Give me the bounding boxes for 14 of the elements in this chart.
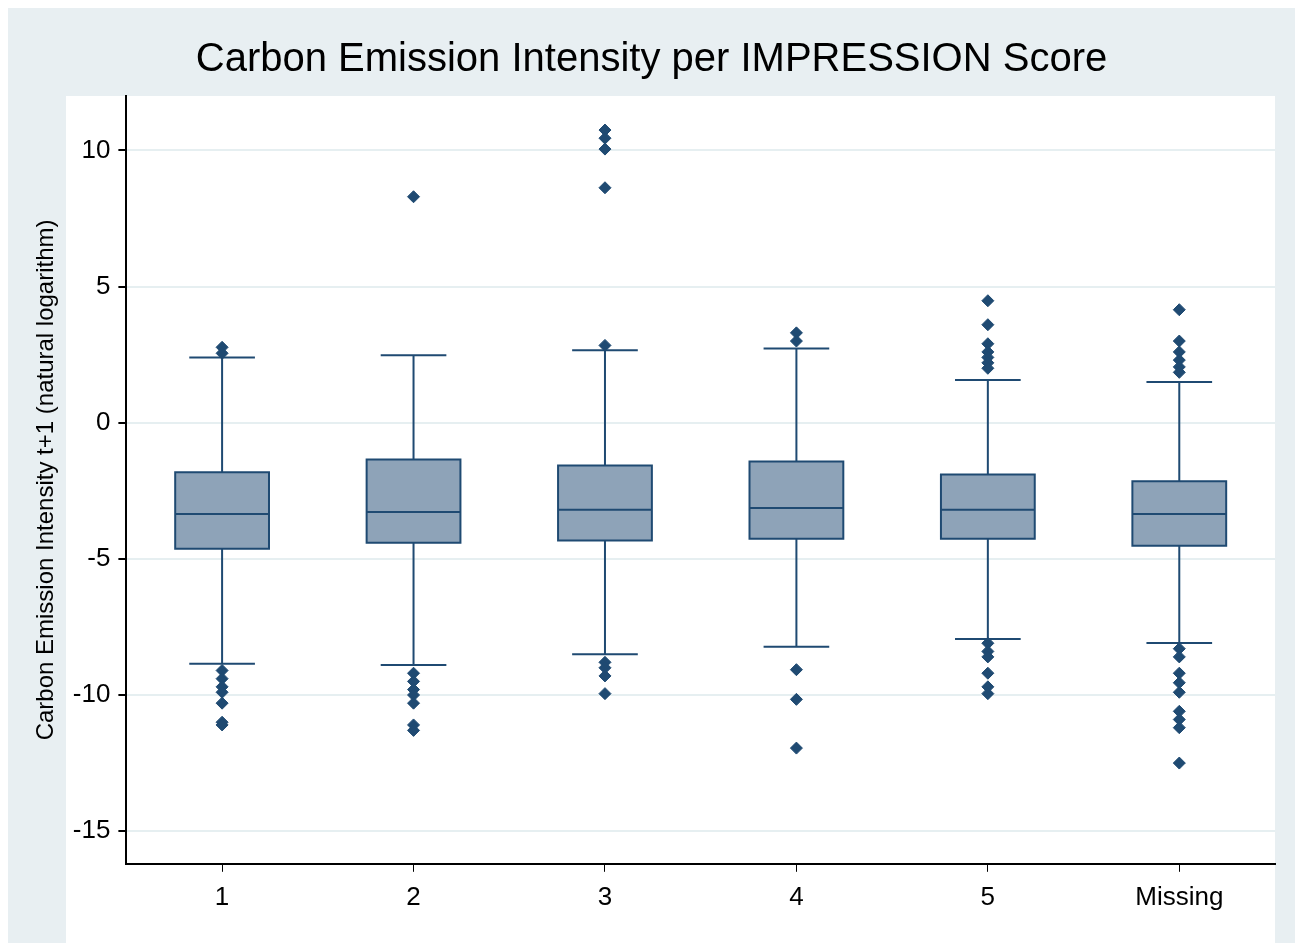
x-tick-label: 2 xyxy=(406,880,421,911)
x-tick-label: 5 xyxy=(980,880,996,911)
y-axis-title: Carbon Emission Intensity t+1 (natural logarithm) xyxy=(31,219,59,741)
chart-title: Carbon Emission Intensity per IMPRESSION Score xyxy=(195,35,1108,80)
y-tick-label: -15 xyxy=(72,814,111,845)
x-tick-label: Missing xyxy=(1135,880,1224,911)
x-tick-label: 1 xyxy=(214,880,230,911)
y-tick-label: 5 xyxy=(95,269,111,300)
x-tick-label: 4 xyxy=(789,880,804,911)
x-tick-label: 3 xyxy=(597,880,613,911)
y-tick-label: 10 xyxy=(81,133,111,164)
y-tick-label: -5 xyxy=(87,542,111,573)
y-tick-label: 0 xyxy=(95,405,111,436)
y-tick-label: -10 xyxy=(72,678,111,709)
